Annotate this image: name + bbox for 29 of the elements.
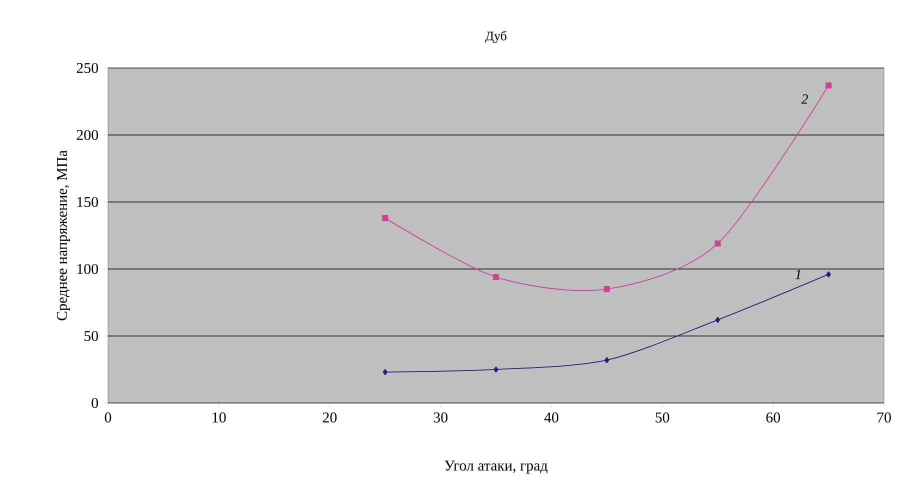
series-label: 2 (801, 94, 808, 104)
y-tick-label: 50 (84, 330, 98, 342)
x-tick-label: 0 (104, 412, 112, 422)
point (604, 286, 610, 292)
x-tick-label: 50 (656, 412, 670, 422)
y-tick-label: 0 (92, 398, 98, 408)
point (382, 215, 388, 222)
point (382, 369, 388, 376)
x-tick-label: 20 (322, 412, 337, 422)
x-tick-label: 70 (878, 412, 891, 422)
y-tick-label: 100 (77, 264, 98, 274)
x-tick-label: 60 (766, 412, 780, 422)
series-label: 1 (795, 270, 800, 280)
x-axis-title: Угол атаки, град (444, 460, 548, 474)
point (494, 366, 498, 373)
point (714, 240, 721, 247)
y-tick-label: 200 (76, 130, 98, 140)
point (604, 357, 610, 364)
point (715, 316, 720, 323)
y-tick-label: 150 (77, 196, 98, 208)
x-tick-label: 40 (544, 412, 558, 422)
y-axis-title: Среднее напряжение, МПа (56, 150, 70, 320)
point (826, 271, 831, 278)
x-tick-label: 10 (212, 412, 226, 422)
chart-title: Дуб (485, 30, 506, 44)
point (826, 82, 832, 88)
point (492, 274, 500, 280)
y-tick-label: 250 (76, 62, 98, 74)
x-tick-label: 30 (434, 412, 448, 422)
